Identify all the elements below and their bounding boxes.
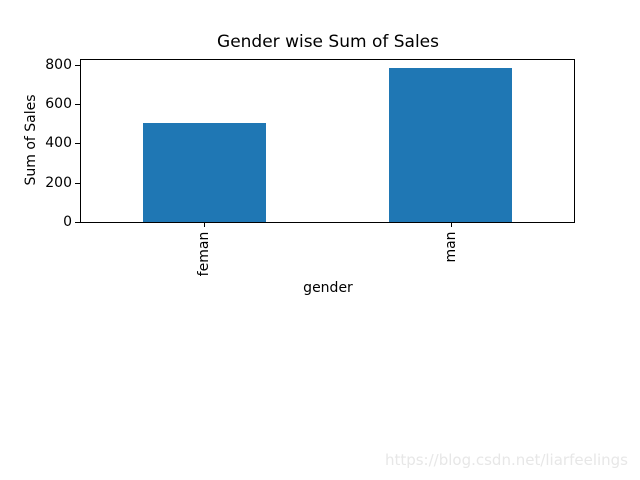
y-tick-label-600: 600: [45, 96, 72, 112]
y-tick: [75, 104, 80, 105]
bar-man: [389, 68, 512, 222]
y-tick: [75, 222, 80, 223]
y-tick-label-0: 0: [63, 214, 72, 230]
y-tick-label-800: 800: [45, 57, 72, 73]
y-tick: [75, 65, 80, 66]
x-tick: [451, 223, 452, 227]
x-tick: [204, 223, 205, 227]
y-axis-label: Sum of Sales: [23, 94, 39, 186]
y-tick: [75, 183, 80, 184]
bar-feman: [143, 123, 266, 222]
y-tick: [75, 143, 80, 144]
x-axis-label: gender: [303, 280, 353, 296]
plot-area: [80, 59, 575, 223]
watermark: https://blog.csdn.net/liarfeelings: [384, 451, 628, 469]
x-tick-label-feman: feman: [196, 231, 212, 276]
y-tick-label-200: 200: [45, 175, 72, 191]
y-tick-label-400: 400: [45, 135, 72, 151]
chart-title: Gender wise Sum of Sales: [217, 32, 439, 52]
x-tick-label-man: man: [443, 230, 459, 263]
